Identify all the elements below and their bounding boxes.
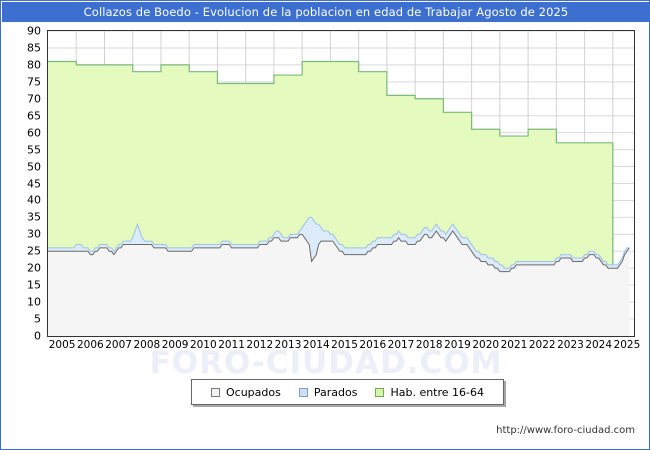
window-title: Collazos de Boedo - Evolucion de la pobl… xyxy=(2,2,650,22)
x-tick-2025: 2025 xyxy=(613,339,641,351)
y-tick-45: 45 xyxy=(27,177,41,190)
y-tick-30: 30 xyxy=(27,227,41,241)
x-tick-2022: 2022 xyxy=(528,339,556,351)
y-tick-55: 55 xyxy=(27,143,41,157)
x-tick-2006: 2006 xyxy=(76,339,104,351)
x-tick-2014: 2014 xyxy=(302,339,330,351)
x-tick-2019: 2019 xyxy=(444,339,471,351)
y-tick-50: 50 xyxy=(27,160,41,174)
legend-item-ocupados: Ocupados xyxy=(211,386,281,399)
x-tick-2015: 2015 xyxy=(331,339,358,351)
source-url: http://www.foro-ciudad.com xyxy=(496,425,635,436)
legend-label-habitantes: Hab. entre 16-64 xyxy=(390,385,485,399)
x-tick-2010: 2010 xyxy=(189,339,217,351)
legend-swatch-parados xyxy=(298,387,308,397)
x-tick-2023: 2023 xyxy=(557,339,584,351)
legend-item-parados: Parados xyxy=(298,385,358,399)
y-tick-60: 60 xyxy=(27,126,41,140)
x-tick-2018: 2018 xyxy=(415,339,443,351)
y-tick-35: 35 xyxy=(27,210,41,224)
y-tick-90: 90 xyxy=(27,24,41,38)
x-tick-2013: 2013 xyxy=(274,339,302,351)
x-tick-2024: 2024 xyxy=(585,339,613,351)
x-tick-2012: 2012 xyxy=(246,339,274,351)
x-tick-2016: 2016 xyxy=(359,339,387,351)
x-tick-2011: 2011 xyxy=(218,339,245,351)
x-tick-2009: 2009 xyxy=(161,339,189,351)
legend-item-habitantes: Hab. entre 16-64 xyxy=(375,386,484,399)
y-tick-0: 0 xyxy=(34,329,41,343)
y-tick-25: 25 xyxy=(27,244,41,258)
x-tick-2007: 2007 xyxy=(105,339,132,351)
x-tick-2008: 2008 xyxy=(133,339,161,351)
chart-canvas xyxy=(48,31,634,336)
legend-label-ocupados: Ocupados xyxy=(226,385,281,399)
y-tick-65: 65 xyxy=(27,109,41,123)
x-tick-2020: 2020 xyxy=(472,339,500,351)
legend-swatch-habitantes xyxy=(375,387,385,397)
y-tick-20: 20 xyxy=(27,261,41,275)
x-tick-2005: 2005 xyxy=(48,339,76,351)
y-axis-labels: 0 5 10 15 20 25 30 35 40 45 50 55 60 65 70 75 80 85 90 xyxy=(1,25,45,343)
y-tick-10: 10 xyxy=(27,295,41,309)
chart-legend: Ocupados Parados Hab. entre 16-64 xyxy=(191,379,505,405)
x-tick-2017: 2017 xyxy=(387,339,415,351)
y-tick-15: 15 xyxy=(27,278,41,292)
legend-swatch-ocupados xyxy=(211,387,220,397)
y-tick-70: 70 xyxy=(27,92,41,106)
y-tick-5: 5 xyxy=(34,312,41,326)
x-tick-2021: 2021 xyxy=(500,339,528,351)
y-tick-40: 40 xyxy=(27,193,41,207)
y-tick-80: 80 xyxy=(27,58,41,72)
plot-area xyxy=(47,30,635,337)
y-tick-75: 75 xyxy=(27,75,41,89)
y-tick-85: 85 xyxy=(27,41,41,55)
x-axis-labels: 2005 2006 2007 2008 2009 2010 2011 2012 2013 2014… xyxy=(47,339,641,355)
legend-label-parados: Parados xyxy=(313,385,358,399)
